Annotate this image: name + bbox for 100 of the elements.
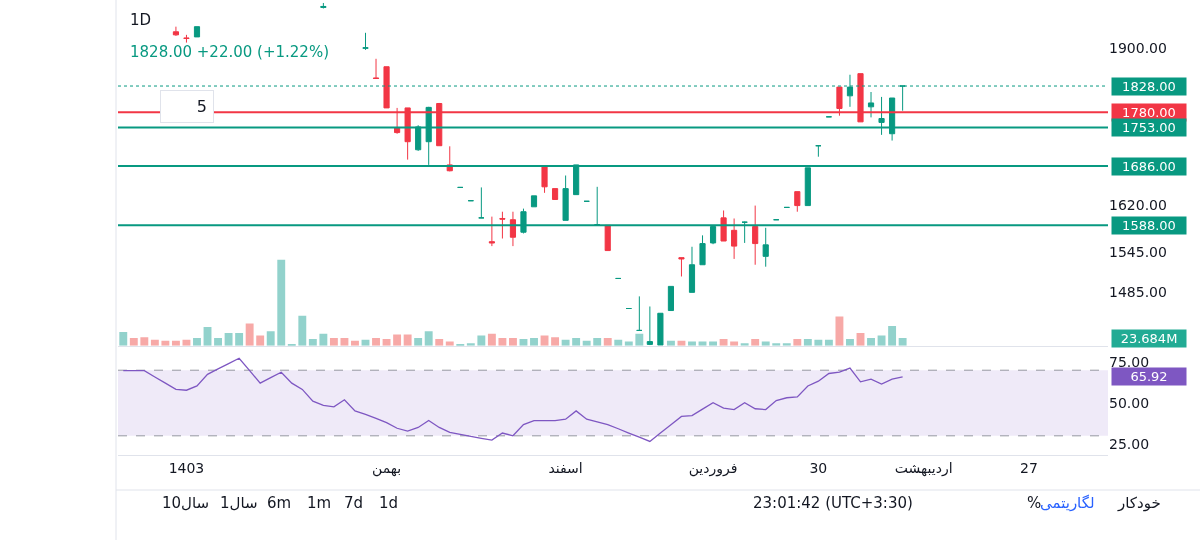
text: 10سال — [162, 494, 210, 512]
candlestick — [815, 145, 822, 158]
bar — [593, 338, 602, 346]
text: لگاریتمی — [1040, 494, 1095, 512]
candlestick — [383, 66, 390, 109]
x-tick-label: فروردین — [688, 459, 738, 477]
bar — [340, 338, 349, 346]
bar — [572, 338, 581, 346]
annotation: 5 — [196, 97, 207, 116]
bar — [424, 331, 433, 346]
candlestick — [499, 211, 506, 239]
bar — [603, 338, 612, 346]
candlestick — [193, 26, 201, 38]
candlestick — [762, 227, 769, 268]
x-tick-label: 30 — [809, 459, 828, 476]
candlestick — [372, 58, 380, 80]
y-tick-label: 25.00 — [1109, 435, 1150, 452]
bar — [393, 334, 402, 346]
bar — [119, 332, 128, 346]
bar — [877, 335, 886, 346]
y-tick-label: 1485.00 — [1109, 283, 1167, 300]
bar — [193, 338, 201, 346]
text: 1سال — [220, 494, 258, 512]
bar — [235, 332, 244, 346]
candlestick — [488, 216, 495, 247]
text: 6m — [267, 494, 292, 512]
ref-line-label: 1686.00 — [1122, 159, 1176, 174]
candlestick — [509, 211, 517, 247]
text: خودکار — [1117, 494, 1161, 512]
candlestick — [530, 195, 538, 208]
text: 7d — [344, 494, 364, 512]
bar — [319, 333, 328, 346]
bar — [898, 338, 907, 346]
text: 65.92 — [1130, 369, 1168, 384]
bar — [214, 338, 222, 346]
candlestick — [657, 312, 664, 346]
candlestick — [720, 209, 727, 242]
bar — [372, 338, 380, 346]
bar — [256, 335, 265, 346]
bar — [867, 338, 875, 346]
candlestick — [604, 224, 611, 252]
ref-line-label: 1780.00 — [1122, 105, 1176, 120]
ref-line-label: 1588.00 — [1122, 218, 1176, 233]
bar — [635, 333, 644, 346]
candlestick — [541, 165, 548, 194]
candlestick — [794, 191, 801, 213]
y-tick-label: 75.00 — [1109, 353, 1150, 370]
bar — [403, 334, 412, 346]
candlestick — [752, 205, 759, 266]
candlestick — [478, 186, 485, 219]
x-tick-label: بهمن — [372, 459, 402, 477]
bar — [298, 315, 307, 346]
text: 1m — [307, 494, 332, 512]
text: 1d — [379, 494, 399, 512]
candlestick — [646, 305, 653, 346]
bar — [224, 332, 233, 346]
candlestick — [636, 295, 643, 331]
bar — [329, 338, 338, 346]
bar — [551, 337, 560, 346]
bar — [835, 316, 844, 346]
text: 23:01:42 (UTC+3:30) — [753, 494, 913, 512]
text: % — [1027, 494, 1042, 512]
text: 1D — [130, 11, 152, 29]
x-tick-label: 27 — [1020, 459, 1038, 476]
candlestick — [362, 32, 369, 51]
bar — [277, 259, 286, 346]
y-tick-label: 1620.00 — [1109, 197, 1167, 214]
ref-line-label: 1828.00 — [1122, 79, 1176, 94]
text: 1828.00 +22.00 (+1.22%) — [130, 43, 329, 61]
candlestick — [183, 34, 190, 44]
bar — [414, 338, 423, 346]
candlestick — [551, 188, 559, 200]
candlestick — [688, 246, 696, 293]
x-tick-label: اردیبهشت — [894, 459, 953, 477]
bar — [487, 333, 496, 346]
candlestick — [320, 2, 327, 9]
candlestick — [667, 285, 675, 312]
x-tick-label: 1403 — [168, 459, 205, 476]
candlestick — [867, 91, 875, 118]
y-tick-label: 50.00 — [1109, 394, 1150, 411]
bar — [266, 331, 275, 346]
line-series — [122, 357, 904, 443]
bar — [140, 337, 149, 346]
candlestick — [731, 217, 738, 260]
bar — [509, 338, 517, 346]
y-tick-label: 1900.00 — [1109, 39, 1167, 56]
candlestick — [562, 175, 569, 221]
candlestick — [699, 234, 706, 266]
y-tick-label: 1545.00 — [1109, 244, 1167, 261]
ref-line-label: 1753.00 — [1122, 120, 1176, 135]
bar — [245, 323, 254, 346]
text: 23.684M — [1120, 331, 1178, 346]
candlestick — [172, 26, 180, 37]
bar — [530, 338, 538, 346]
candlestick — [678, 257, 685, 277]
bar — [498, 338, 507, 346]
bar — [129, 338, 138, 346]
x-tick-label: اسفند — [548, 459, 583, 476]
bar — [477, 335, 486, 346]
bar — [888, 326, 897, 346]
